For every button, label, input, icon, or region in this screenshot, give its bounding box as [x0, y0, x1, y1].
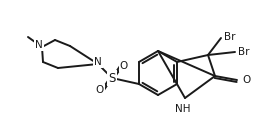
Text: N: N [35, 40, 43, 50]
Text: Br: Br [238, 47, 249, 57]
Text: N: N [94, 57, 102, 67]
Text: O: O [120, 61, 128, 71]
Text: NH: NH [175, 104, 191, 114]
Text: O: O [96, 85, 104, 95]
Text: O: O [242, 75, 250, 85]
Text: Br: Br [224, 32, 235, 42]
Text: S: S [108, 71, 116, 85]
